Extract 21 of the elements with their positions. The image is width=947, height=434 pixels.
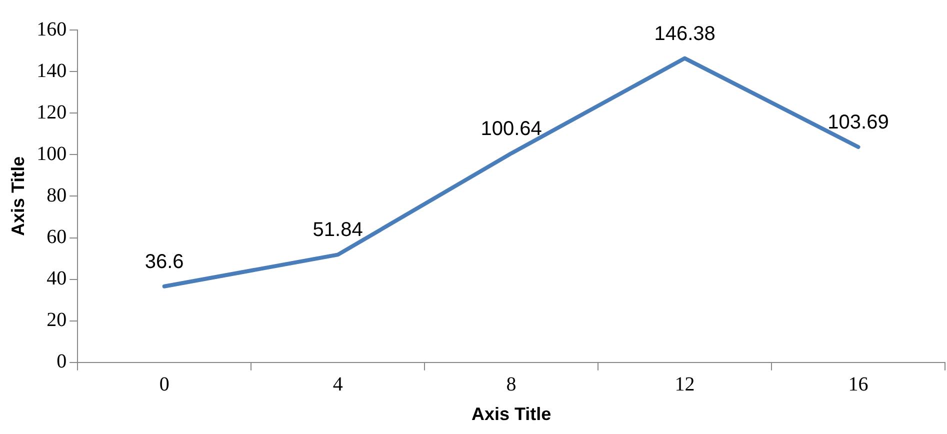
y-tick-label: 160 (36, 18, 67, 40)
x-tick-label: 0 (159, 374, 170, 396)
x-tick-label: 4 (332, 374, 343, 396)
data-label: 36.6 (144, 250, 184, 273)
x-axis-title: Axis Title (471, 404, 552, 424)
y-axis-title: Axis Title (8, 156, 28, 236)
data-label: 103.69 (828, 112, 889, 134)
y-tick-label: 60 (46, 226, 67, 248)
data-label: 100.64 (480, 118, 542, 140)
y-tick-label: 0 (56, 350, 67, 373)
x-tick-label: 12 (674, 374, 695, 396)
y-tick-label: 120 (36, 101, 67, 124)
x-tick-label: 8 (506, 374, 516, 396)
y-tick-label: 80 (46, 184, 67, 206)
y-tick-label: 140 (36, 60, 67, 82)
data-label: 51.84 (312, 219, 363, 242)
x-tick-label: 16 (848, 374, 868, 396)
y-tick-label: 40 (46, 268, 67, 290)
y-tick-label: 20 (46, 309, 67, 332)
y-tick-label: 100 (36, 142, 67, 165)
data-label: 146.38 (654, 22, 716, 45)
